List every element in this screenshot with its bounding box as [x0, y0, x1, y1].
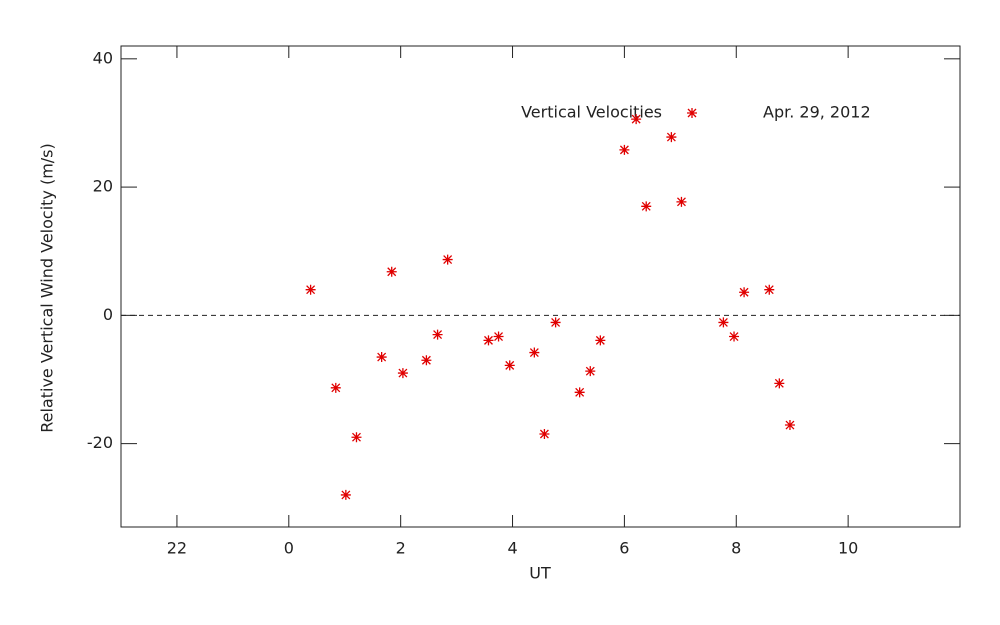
legend-label: Vertical Velocities — [521, 103, 662, 122]
point — [432, 329, 443, 340]
point — [718, 317, 729, 328]
point — [493, 331, 504, 342]
y-tick-label: 0 — [103, 305, 113, 324]
point — [774, 378, 785, 389]
point — [739, 287, 750, 298]
point — [764, 284, 775, 295]
point — [386, 266, 397, 277]
point — [340, 489, 351, 500]
point — [729, 331, 740, 342]
x-tick-label: 8 — [731, 539, 741, 558]
point — [330, 382, 341, 393]
x-tick-label: 10 — [838, 539, 858, 558]
x-tick-label: 2 — [396, 539, 406, 558]
point — [784, 420, 795, 431]
point — [376, 352, 387, 363]
point — [539, 429, 550, 440]
point — [641, 201, 652, 212]
x-tick-label: 22 — [167, 539, 187, 558]
point — [676, 196, 687, 207]
point — [574, 387, 585, 398]
x-tick-label: 4 — [507, 539, 517, 558]
point — [595, 335, 606, 346]
y-tick-label: -20 — [87, 433, 113, 452]
x-tick-label: 6 — [619, 539, 629, 558]
x-axis-label: UT — [529, 564, 551, 583]
point — [619, 144, 630, 155]
point — [550, 317, 561, 328]
point — [585, 366, 596, 377]
y-tick-label: 40 — [93, 48, 113, 67]
point — [397, 368, 408, 379]
plot-frame — [120, 45, 961, 528]
point — [351, 432, 362, 443]
point — [529, 347, 540, 358]
x-tick-label: 0 — [284, 539, 294, 558]
point — [442, 254, 453, 265]
point — [666, 132, 677, 143]
y-axis-label: Relative Vertical Wind Velocity (m/s) — [38, 143, 57, 433]
point — [305, 284, 316, 295]
point — [421, 355, 432, 366]
annotation: Apr. 29, 2012 — [763, 103, 871, 122]
point — [504, 360, 515, 371]
legend-marker — [687, 108, 697, 118]
point — [483, 335, 494, 346]
point — [631, 114, 642, 125]
y-tick-label: 20 — [93, 177, 113, 196]
